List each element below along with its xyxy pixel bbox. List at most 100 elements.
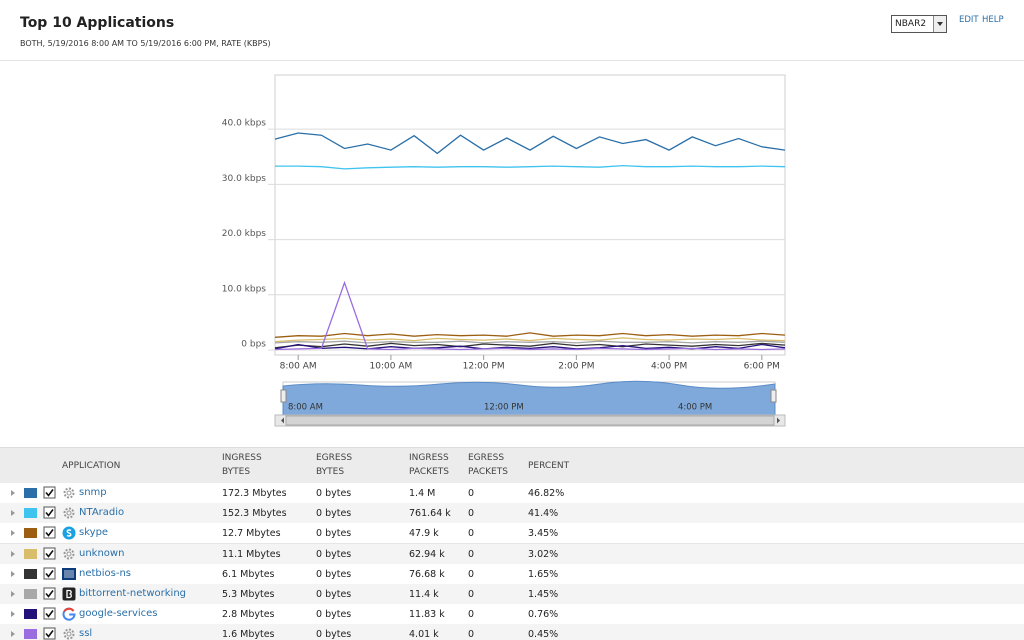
color-swatch (24, 609, 37, 620)
row-controls (11, 607, 76, 621)
dropdown[interactable]: NBAR2 (891, 15, 947, 33)
row-controls (11, 627, 75, 640)
checkbox[interactable] (43, 547, 56, 560)
y-tick-label: 0 bps (241, 340, 266, 350)
expand-arrow[interactable] (11, 510, 15, 517)
app-name[interactable]: bittorrent-networking (79, 588, 187, 599)
column-header[interactable]: EGRESS PACKETS (468, 453, 508, 477)
checkmark (45, 610, 54, 618)
table-row[interactable]: bittorrent-networking 5.3 Mbytes 0 bytes 11… (0, 584, 1024, 605)
app-name[interactable]: netbios-ns (79, 567, 132, 579)
column-header[interactable]: INGRESS BYTES (222, 453, 262, 477)
edit-link[interactable]: EDIT (959, 15, 979, 25)
column-header[interactable]: PERCENT (528, 461, 570, 471)
cell: 0 bytes (316, 609, 352, 621)
checkbox[interactable] (43, 506, 56, 519)
scrollbar-thumb[interactable] (285, 415, 775, 426)
page-subtitle: BOTH, 5/19/2016 8:00 AM TO 5/19/2016 6:0… (20, 39, 271, 48)
cell: 4.01 k (409, 629, 439, 640)
cell: 1.65% (528, 568, 559, 580)
dropdown-arrow[interactable] (933, 16, 946, 32)
checkbox[interactable] (43, 587, 56, 600)
y-tick-label: 10.0 kbps (222, 284, 267, 294)
cell: 0.76% (528, 609, 559, 621)
cell: 0 bytes (316, 548, 352, 560)
table-row[interactable]: google-services 2.8 Mbytes 0 bytes 11.83 k 0… (0, 604, 1024, 626)
app-icon (63, 487, 75, 499)
checkbox[interactable] (43, 607, 56, 620)
cell: 1.6 Mbytes (222, 629, 275, 640)
checkbox[interactable] (43, 486, 56, 499)
checkmark (45, 529, 54, 538)
scroll-left[interactable] (281, 417, 284, 424)
row-controls (11, 587, 76, 601)
series-line (275, 164, 786, 170)
table-row[interactable]: unknown 11.1 Mbytes 0 bytes 62.94 k 0 3.02% (0, 543, 1024, 565)
cell: 0 bytes (316, 508, 352, 520)
expand-arrow[interactable] (11, 631, 15, 638)
table-row[interactable]: NTAradio 152.3 Mbytes 0 bytes 761.64 k 0 41.4… (0, 503, 1024, 525)
cell: 1.45% (528, 589, 559, 600)
expand-arrow[interactable] (11, 550, 15, 557)
series-line (274, 280, 786, 351)
scroll-right[interactable] (777, 417, 780, 424)
table-row[interactable]: skype 12.7 Mbytes 0 bytes 47.9 k 0 3.45% (0, 523, 1024, 545)
app-icon (62, 567, 76, 580)
expand-arrow[interactable] (11, 570, 15, 577)
checkmark (45, 549, 54, 558)
expand-arrow[interactable] (11, 490, 15, 496)
series-line (274, 337, 786, 343)
checkbox[interactable] (43, 567, 56, 580)
row-controls (11, 506, 75, 519)
help-link[interactable]: HELP (982, 15, 1004, 25)
app-name[interactable]: ssl (79, 628, 93, 640)
app-name[interactable]: unknown (79, 547, 125, 559)
column-header[interactable]: INGRESS PACKETS (409, 453, 449, 477)
cell: 47.9 k (409, 528, 439, 540)
cell: 76.68 k (409, 568, 445, 580)
cell: 5.3 Mbytes (222, 589, 275, 600)
cell: 0 bytes (316, 589, 352, 600)
checkbox[interactable] (43, 627, 56, 640)
column-header[interactable]: EGRESS BYTES (316, 453, 353, 477)
navigator-label: 8:00 AM (288, 403, 323, 413)
app-name[interactable]: snmp (79, 487, 107, 498)
table-row[interactable]: snmp 172.3 Mbytes 0 bytes 1.4 M 0 46.82% (0, 483, 1024, 504)
dropdown-value: NBAR2 (895, 19, 927, 29)
x-tick-label: 2:00 PM (558, 362, 594, 372)
navigator-handle[interactable] (280, 389, 287, 403)
row-controls (11, 567, 76, 580)
navigator-handle[interactable] (770, 389, 777, 403)
y-tick-label: 20.0 kbps (222, 229, 267, 239)
cell: 1.4 M (409, 488, 436, 499)
cell: 0 (468, 488, 475, 499)
cell: 11.4 k (409, 589, 439, 600)
cell: 0 (468, 568, 475, 580)
expand-arrow[interactable] (11, 611, 15, 618)
column-header[interactable]: APPLICATION (62, 461, 121, 471)
cell: 0 bytes (316, 568, 352, 580)
series-line (274, 332, 786, 338)
cell: 0 (468, 548, 475, 560)
cell: 6.1 Mbytes (222, 568, 275, 580)
page-title: Top 10 Applications (20, 15, 175, 31)
app-icon (62, 587, 76, 601)
expand-arrow[interactable] (11, 591, 15, 597)
navigator-area (282, 380, 776, 416)
app-name[interactable]: google-services (79, 608, 158, 620)
navigator-label: 4:00 PM (678, 403, 712, 413)
checkbox[interactable] (43, 526, 56, 539)
app-icon (63, 507, 75, 519)
table-header: APPLICATION INGRESS BYTES EGRESS BYTES INGR… (0, 447, 1024, 484)
navigator-label: 12:00 PM (484, 403, 524, 413)
app-name[interactable]: NTAradio (79, 507, 125, 519)
expand-arrow[interactable] (11, 530, 15, 537)
app-name[interactable]: skype (79, 527, 109, 539)
color-swatch (24, 629, 37, 640)
table-row[interactable]: netbios-ns 6.1 Mbytes 0 bytes 76.68 k 0 1.65% (0, 563, 1024, 585)
table-row[interactable]: ssl 1.6 Mbytes 0 bytes 4.01 k 0 0.45% (0, 624, 1024, 640)
x-tick-label: 6:00 PM (744, 362, 780, 372)
cell: 0 bytes (316, 488, 352, 499)
row-controls (11, 486, 75, 499)
